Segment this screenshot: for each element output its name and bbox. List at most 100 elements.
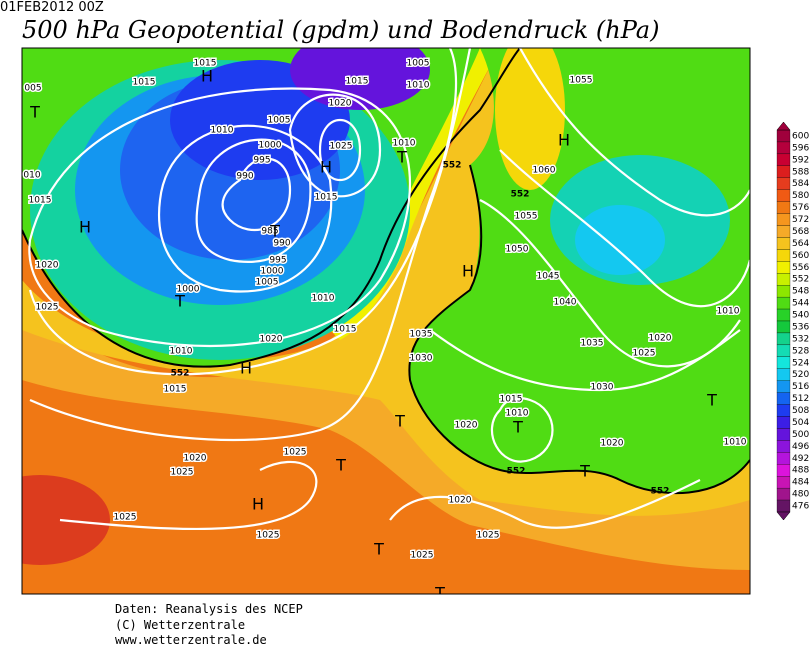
colorbar-label: 476 bbox=[792, 502, 809, 512]
colorbar-label: 600 bbox=[792, 131, 809, 141]
colorbar-swatch bbox=[776, 225, 791, 238]
isobar-label: 1060 bbox=[533, 166, 556, 176]
colorbar-label: 504 bbox=[792, 418, 809, 428]
credit: Daten: Reanalysis des NCEP bbox=[115, 602, 303, 616]
date: 01FEB2012 00Z bbox=[0, 0, 104, 15]
colorbar-swatch bbox=[776, 440, 791, 453]
isobar-label: 1010 bbox=[393, 139, 416, 149]
colorbar-label: 552 bbox=[792, 275, 809, 285]
pressure-center: H bbox=[240, 359, 252, 378]
isobar-label: 1015 bbox=[164, 385, 187, 395]
colorbar-swatch bbox=[776, 285, 791, 298]
isobar-label: 1025 bbox=[477, 531, 500, 541]
pressure-center: H bbox=[201, 67, 213, 86]
isobar-label: 995 bbox=[269, 256, 286, 266]
isobar-label: 1025 bbox=[411, 551, 434, 561]
isobar-label: 1025 bbox=[36, 303, 59, 313]
colorbar-swatch bbox=[776, 499, 791, 513]
colorbar-swatch bbox=[776, 428, 791, 441]
isobar-label: 1050 bbox=[506, 245, 529, 255]
isobar-label: 1020 bbox=[649, 334, 672, 344]
colorbar-swatch bbox=[776, 380, 791, 393]
pressure-center: T bbox=[706, 391, 717, 410]
isobar-label: 1015 bbox=[500, 395, 523, 405]
colorbar-swatch bbox=[776, 153, 791, 166]
pressure-center: T bbox=[396, 148, 407, 167]
pressure-center: T bbox=[512, 418, 523, 437]
pressure-center: H bbox=[252, 495, 264, 514]
pressure-center: H bbox=[79, 218, 91, 237]
isobar-label: 1025 bbox=[114, 513, 137, 523]
colorbar-label: 500 bbox=[792, 430, 809, 440]
isobar-label: 1020 bbox=[455, 421, 478, 431]
isobar-label: 1015 bbox=[133, 78, 156, 88]
isobar-label: 1025 bbox=[257, 531, 280, 541]
pressure-center: H bbox=[462, 262, 474, 281]
isobar-label: 1055 bbox=[515, 212, 538, 222]
colorbar-label: 564 bbox=[792, 239, 809, 249]
colorbar-swatch bbox=[776, 368, 791, 381]
pressure-center: T bbox=[335, 456, 346, 475]
isobar-label: 985 bbox=[261, 227, 278, 237]
isobar-label: 1025 bbox=[330, 142, 353, 152]
isobar-label: 1000 bbox=[259, 141, 282, 151]
colorbar-swatch bbox=[776, 308, 791, 322]
isobar-label: 1005 bbox=[256, 278, 279, 288]
colorbar-swatch bbox=[776, 141, 791, 155]
isobar-label: 1020 bbox=[601, 439, 624, 449]
isobar-label: 1025 bbox=[633, 349, 656, 359]
pressure-center: T bbox=[269, 222, 280, 241]
contour-label: 552 bbox=[511, 190, 530, 200]
colorbar-swatch bbox=[776, 237, 791, 250]
contour-label: 552 bbox=[171, 369, 190, 379]
colorbar-swatch bbox=[776, 392, 791, 405]
colorbar-label: 568 bbox=[792, 227, 809, 237]
colorbar-swatch bbox=[776, 356, 791, 369]
colorbar-swatch bbox=[776, 404, 791, 417]
isobar-label: 005 bbox=[24, 84, 41, 94]
isobar-label: 1020 bbox=[184, 454, 207, 464]
colorbar-swatch bbox=[776, 416, 791, 429]
colorbar-swatch bbox=[776, 332, 791, 346]
isobar-label: 1030 bbox=[410, 354, 433, 364]
colorbar-label: 516 bbox=[792, 382, 809, 392]
isobar-label: 1000 bbox=[177, 285, 200, 295]
isobar-label: 1035 bbox=[581, 339, 604, 349]
pressure-center: H bbox=[320, 158, 332, 177]
colorbar-label: 492 bbox=[792, 454, 809, 464]
colorbar-arrow bbox=[776, 511, 791, 521]
pressure-center: T bbox=[579, 462, 590, 481]
colorbar-swatch bbox=[776, 129, 791, 143]
isobar-label: 990 bbox=[273, 239, 290, 249]
colorbar-label: 560 bbox=[792, 251, 809, 261]
colorbar-label: 532 bbox=[792, 334, 809, 344]
colorbar: 600 596 592 588 584 580 576 572 568 564 560 556 552 5… bbox=[776, 121, 809, 521]
colorbar-swatch bbox=[776, 487, 791, 501]
isobar-label: 1055 bbox=[570, 76, 593, 86]
isobar-label: 1015 bbox=[334, 325, 357, 335]
isobar-label: 1020 bbox=[449, 496, 472, 506]
colorbar-arrow bbox=[776, 121, 791, 131]
pressure-center: T bbox=[29, 103, 40, 122]
isobar-label: 1010 bbox=[407, 81, 430, 91]
credit: www.wetterzentrale.de bbox=[115, 633, 267, 646]
map: 005 1015 1015 1015 1005 1010 1020 1010 1005 1000 9… bbox=[22, 48, 750, 603]
colorbar-swatch bbox=[776, 165, 791, 178]
pressure-center: T bbox=[434, 584, 445, 603]
isobar-label: 1005 bbox=[407, 59, 430, 69]
colorbar-swatch bbox=[776, 213, 791, 226]
colorbar-label: 508 bbox=[792, 406, 809, 416]
colorbar-label: 592 bbox=[792, 155, 809, 165]
colorbar-swatch bbox=[776, 452, 791, 465]
colorbar-swatch bbox=[776, 296, 791, 310]
isobar-label: 010 bbox=[23, 171, 40, 181]
isobar-label: 1015 bbox=[29, 196, 52, 206]
isobar-label: 990 bbox=[236, 172, 253, 182]
isobar-label: 1015 bbox=[346, 77, 369, 87]
contour-label: 552 bbox=[507, 467, 526, 477]
isobar-label: 1005 bbox=[268, 116, 291, 126]
colorbar-label: 484 bbox=[792, 478, 809, 488]
colorbar-label: 536 bbox=[792, 322, 809, 332]
isobar-label: 1010 bbox=[312, 294, 335, 304]
